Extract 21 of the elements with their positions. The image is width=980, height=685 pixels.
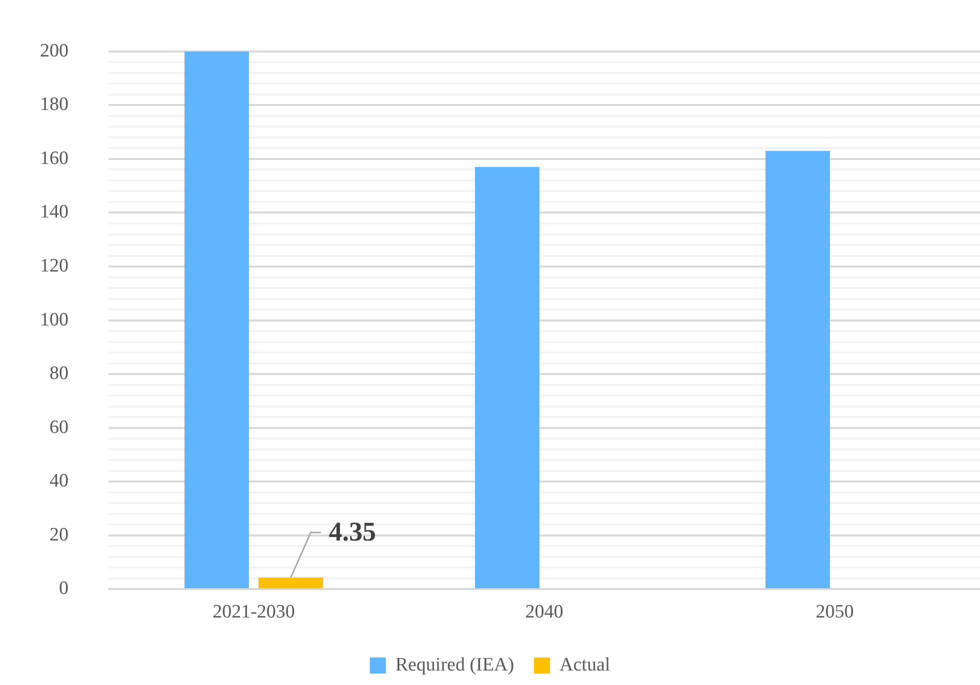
y-tick-label: 100: [40, 309, 68, 330]
bar: [765, 150, 830, 588]
y-tick-label: 180: [40, 94, 68, 116]
y-tick-label: 160: [40, 148, 68, 169]
legend-label: Required (IEA): [395, 654, 514, 676]
bar: [258, 578, 324, 588]
y-tick-label: 200: [40, 40, 68, 62]
y-tick-label: 60: [50, 416, 68, 438]
x-tick-label: 2040: [525, 602, 564, 623]
legend-label: Actual: [560, 654, 610, 676]
x-tick-label: 2021-2030: [212, 602, 295, 623]
bar: [184, 51, 249, 588]
x-tick-label: 2050: [816, 602, 854, 623]
data-label: 4.35: [328, 516, 376, 546]
bar: [474, 167, 540, 588]
y-tick-label: 80: [50, 363, 68, 384]
y-tick-label: 40: [50, 470, 68, 492]
y-tick-label: 120: [40, 256, 68, 277]
y-tick-label: 20: [50, 524, 68, 546]
y-tick-label: 0: [59, 578, 68, 600]
y-tick-label: 140: [40, 202, 68, 223]
